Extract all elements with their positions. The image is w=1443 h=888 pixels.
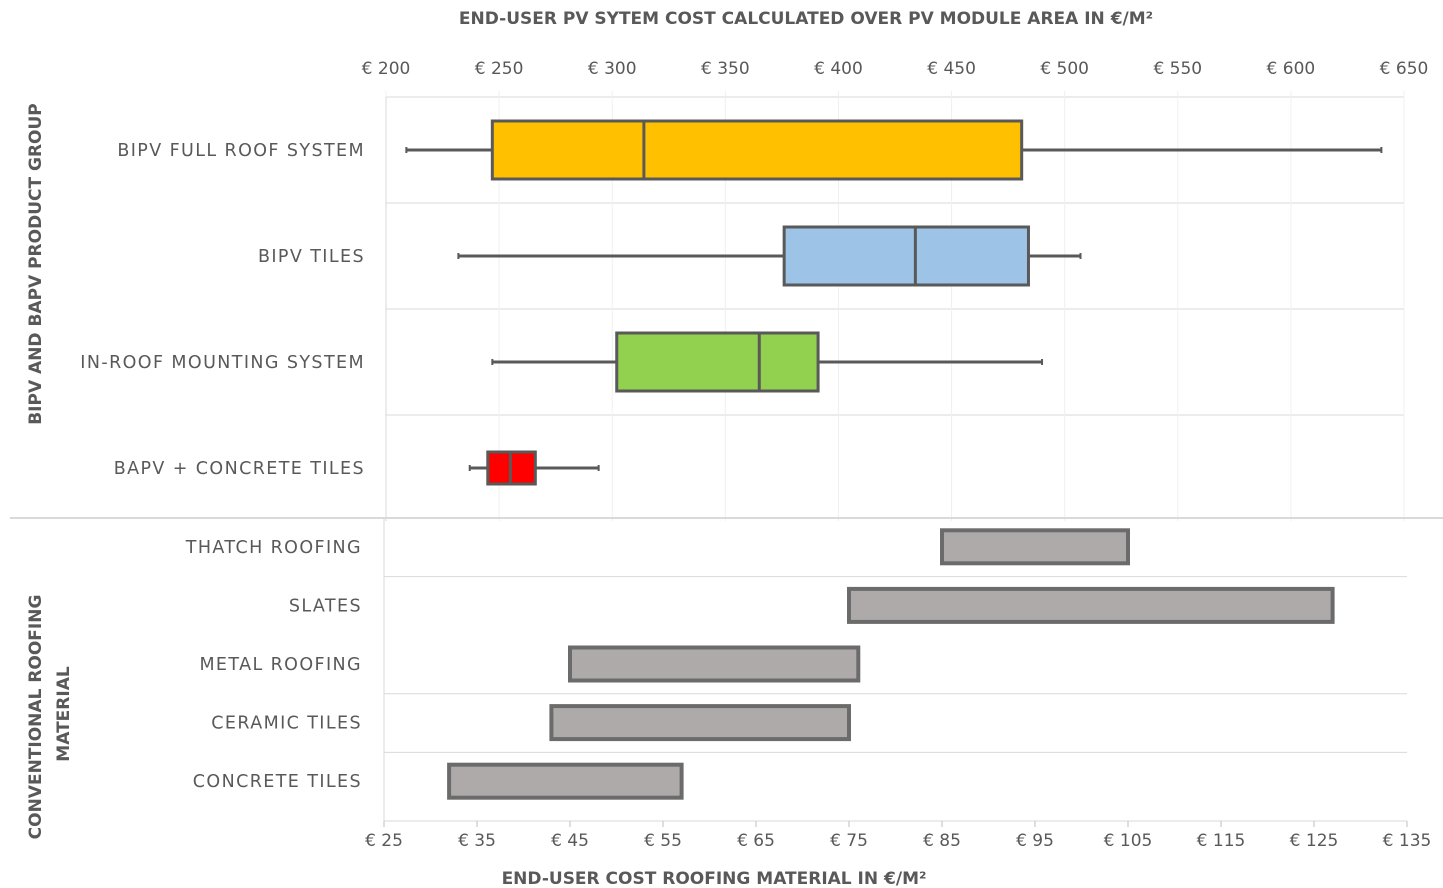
bottom-x-tick-label: € 135 bbox=[1383, 831, 1432, 851]
box-in-roof-mounting-system bbox=[491, 331, 1044, 393]
roofing-material-cost-ranges: CONVENTIONAL ROOFING MATERIAL END-USER C… bbox=[26, 518, 1431, 888]
box-bipv-full-roof-system bbox=[405, 119, 1383, 181]
top-x-tick-label: € 400 bbox=[814, 59, 863, 79]
top-x-tick-label: € 550 bbox=[1153, 59, 1202, 79]
bottom-x-tick-label: € 95 bbox=[1016, 831, 1054, 851]
category-label-slates: SLATES bbox=[289, 596, 362, 616]
bottom-group-label-line2: MATERIAL bbox=[54, 666, 74, 762]
bottom-x-tick-label: € 65 bbox=[737, 831, 775, 851]
top-x-tick-label: € 300 bbox=[588, 59, 637, 79]
bottom-x-tick-label: € 25 bbox=[365, 831, 403, 851]
category-label-ceramic-tiles: CERAMIC TILES bbox=[211, 714, 362, 734]
category-label-thatch-roofing: THATCH ROOFING bbox=[185, 538, 362, 558]
bottom-x-tick-label: € 85 bbox=[923, 831, 961, 851]
category-label-in-roof-mounting-system: IN-ROOF MOUNTING SYSTEM bbox=[80, 353, 365, 373]
box-bipv-tiles bbox=[457, 225, 1082, 287]
box-iqr bbox=[782, 225, 1030, 287]
top-x-tick-label: € 500 bbox=[1040, 59, 1089, 79]
category-label-metal-roofing: METAL ROOFING bbox=[199, 655, 362, 675]
bottom-range-bars bbox=[447, 528, 1335, 800]
top-x-tick-label: € 200 bbox=[362, 59, 411, 79]
top-x-tick-label: € 600 bbox=[1267, 59, 1316, 79]
range-bar-concrete-tiles bbox=[447, 762, 684, 800]
bottom-x-tick-label: € 35 bbox=[458, 831, 496, 851]
pv-system-cost-boxplot: END-USER PV SYTEM COST CALCULATED OVER P… bbox=[26, 9, 1428, 521]
box-bapv-concrete-tiles bbox=[468, 450, 600, 486]
top-boxes bbox=[405, 119, 1383, 486]
bottom-x-tick-labels: € 25 € 35 € 45 € 55 € 65 € 75 € 85 € 95 € 105 € 1… bbox=[365, 831, 1431, 851]
bottom-x-tick-label: € 125 bbox=[1290, 831, 1339, 851]
category-label-bipv-full-roof-system: BIPV FULL ROOF SYSTEM bbox=[117, 141, 365, 161]
box-iqr bbox=[615, 331, 820, 393]
bottom-gridlines bbox=[383, 518, 1408, 827]
bottom-x-axis-title: END-USER COST ROOFING MATERIAL IN €/M² bbox=[502, 869, 927, 888]
bottom-x-tick-label: € 105 bbox=[1104, 831, 1153, 851]
range-bar-ceramic-tiles bbox=[549, 704, 852, 742]
bottom-category-labels: THATCH ROOFING SLATES METAL ROOFING CERAMIC… bbox=[185, 538, 362, 792]
bottom-group-label-line1: CONVENTIONAL ROOFING bbox=[26, 595, 46, 840]
top-category-labels: BIPV FULL ROOF SYSTEM BIPV TILES IN-ROOF M… bbox=[80, 141, 365, 479]
category-label-bipv-tiles: BIPV TILES bbox=[258, 247, 365, 267]
bottom-x-tick-label: € 115 bbox=[1197, 831, 1246, 851]
top-x-tick-label: € 350 bbox=[701, 59, 750, 79]
top-x-tick-label: € 450 bbox=[927, 59, 976, 79]
bottom-x-tick-label: € 45 bbox=[551, 831, 589, 851]
range-bar-slates bbox=[847, 586, 1335, 624]
category-label-bapv-concrete-tiles: BAPV + CONCRETE TILES bbox=[114, 459, 365, 479]
top-x-tick-label: € 650 bbox=[1380, 59, 1429, 79]
range-bar-thatch-roofing bbox=[940, 528, 1130, 566]
top-x-tick-labels: € 200 € 250 € 300 € 350 € 400 € 450 € 500 € 550… bbox=[362, 59, 1429, 79]
top-x-axis-title: END-USER PV SYTEM COST CALCULATED OVER P… bbox=[459, 9, 1153, 29]
top-x-tick-label: € 250 bbox=[475, 59, 524, 79]
category-label-concrete-tiles: CONCRETE TILES bbox=[193, 772, 362, 792]
box-iqr bbox=[490, 119, 1024, 181]
bottom-x-tick-label: € 55 bbox=[644, 831, 682, 851]
bottom-x-tick-label: € 75 bbox=[830, 831, 868, 851]
range-bar-metal-roofing bbox=[568, 645, 861, 683]
bottom-group-label: CONVENTIONAL ROOFING MATERIAL bbox=[26, 589, 74, 840]
top-group-label: BIPV AND BAPV PRODUCT GROUP bbox=[26, 103, 46, 425]
